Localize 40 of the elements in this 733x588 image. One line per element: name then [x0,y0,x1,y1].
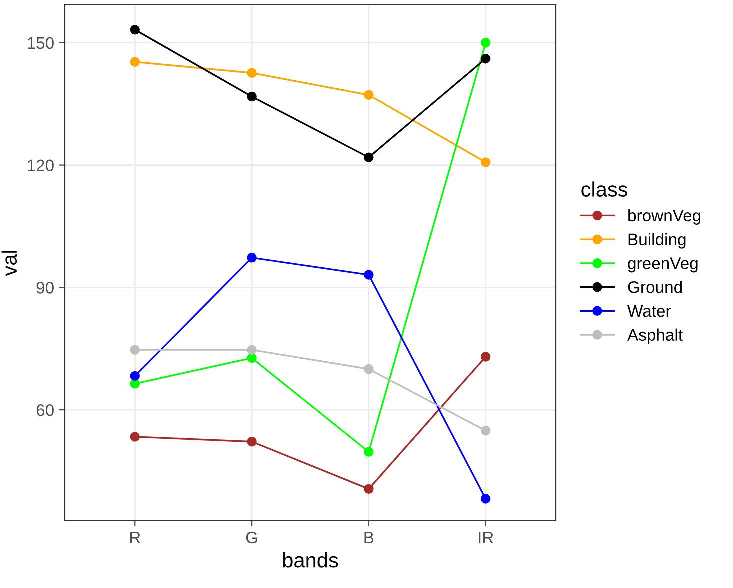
point [480,38,491,48]
legend-label: greenVeg [628,258,698,273]
point [480,158,491,168]
point [247,92,257,102]
point [130,57,140,67]
point [130,371,140,382]
y-tick-label: 90 [36,282,54,294]
point [130,432,140,442]
point [480,426,491,436]
point [364,270,374,280]
legend-label: Ground [628,281,682,294]
point [130,25,140,35]
point [247,437,257,447]
legend-label: Asphalt [628,328,683,344]
y-tick-label: 150 [28,37,54,50]
point [247,353,257,364]
point [480,54,491,64]
x-tick-label: G [246,532,258,544]
point [247,345,257,355]
legend-label: Building [628,233,686,249]
point [480,352,491,362]
y-tick-label: 60 [36,404,54,416]
x-tick-label: R [130,532,140,544]
x-axis-title: bands [283,552,338,568]
point [364,484,374,494]
point [364,152,374,162]
point [364,364,374,374]
point [130,345,140,355]
y-tick-label: 120 [28,160,54,172]
point [364,90,374,100]
legend-label: brownVeg [628,209,701,225]
x-tick-label: IR [479,532,494,544]
point [364,447,374,457]
legend-label: Water [628,306,672,318]
point [480,494,491,504]
point [247,253,257,263]
legend-title: class [582,182,628,197]
y-axis-title: val [2,251,18,276]
x-tick-label: B [364,532,374,544]
point [247,68,257,78]
